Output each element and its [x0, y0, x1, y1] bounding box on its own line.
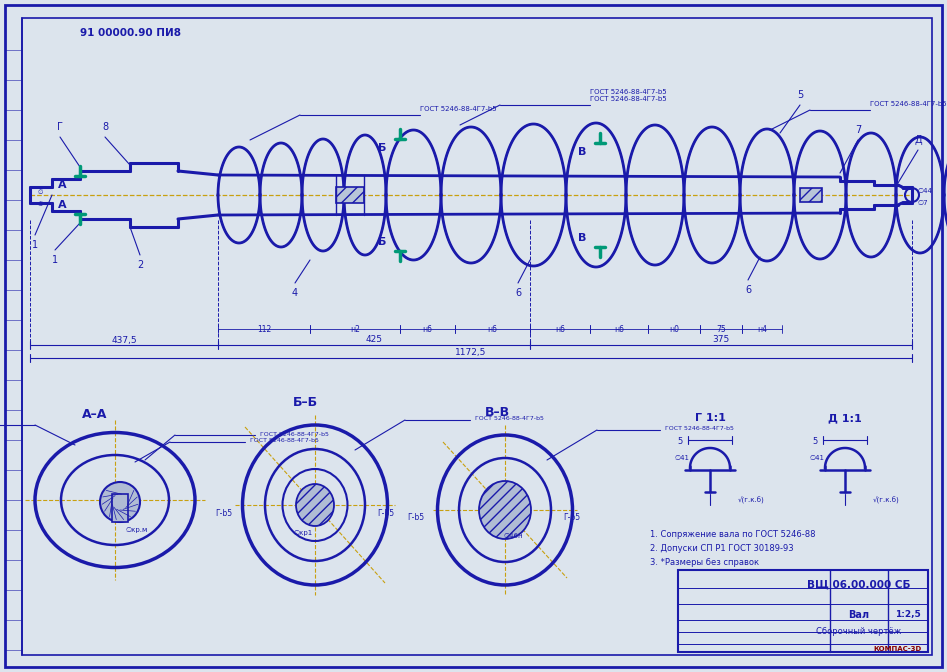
Text: Б: Б — [378, 143, 386, 153]
Text: Г 1:1: Г 1:1 — [694, 413, 725, 423]
Text: Б–Б: Б–Б — [293, 396, 317, 409]
Text: Г: Г — [57, 122, 63, 132]
Text: 1. Сопряжение вала по ГОСТ 5246-88: 1. Сопряжение вала по ГОСТ 5246-88 — [650, 530, 815, 539]
Text: 1: 1 — [32, 240, 38, 250]
Text: ∅44: ∅44 — [917, 188, 932, 194]
Bar — [800, 188, 822, 202]
Text: Г-b5: Г-b5 — [407, 513, 424, 523]
Text: В: В — [578, 147, 586, 157]
Text: В: В — [578, 233, 586, 243]
Ellipse shape — [479, 481, 531, 539]
Text: Д 1:1: Д 1:1 — [828, 413, 862, 423]
Text: ГОСТ 5246-88-4Г7-b5: ГОСТ 5246-88-4Г7-b5 — [590, 96, 667, 102]
Text: н2: н2 — [350, 325, 360, 333]
Text: 112: 112 — [257, 325, 271, 333]
Text: 2: 2 — [137, 260, 143, 270]
Text: Г-b5: Г-b5 — [563, 513, 581, 523]
Text: н4: н4 — [757, 325, 767, 333]
Text: Б: Б — [378, 237, 386, 247]
Text: 5: 5 — [813, 437, 817, 446]
Text: нб: нб — [555, 325, 565, 333]
Ellipse shape — [296, 484, 334, 526]
Text: Г-b5: Г-b5 — [377, 509, 394, 517]
Text: ∅кр1: ∅кр1 — [294, 530, 313, 536]
Text: Д: Д — [914, 135, 921, 145]
Text: 437,5: 437,5 — [111, 335, 136, 345]
Circle shape — [100, 482, 140, 522]
Text: нб: нб — [422, 325, 432, 333]
Text: КОМПАС-3D: КОМПАС-3D — [874, 646, 922, 652]
Text: ∅: ∅ — [37, 202, 43, 208]
Text: ГОСТ 5246-88-4Г7-b5: ГОСТ 5246-88-4Г7-b5 — [260, 431, 329, 437]
Text: ∅7: ∅7 — [917, 200, 928, 206]
Text: В–В: В–В — [485, 405, 509, 419]
Text: ГОСТ 5246-88-4Г7-b5: ГОСТ 5246-88-4Г7-b5 — [870, 101, 947, 107]
Text: 1:2,5: 1:2,5 — [895, 610, 920, 619]
Text: 1: 1 — [52, 255, 58, 265]
Text: ∅41: ∅41 — [810, 455, 825, 461]
Text: ∅46н: ∅46н — [503, 533, 523, 539]
Text: 75: 75 — [716, 325, 725, 333]
Text: 8: 8 — [102, 122, 108, 132]
Text: 2. Допуски СП Р1 ГОСТ 30189-93: 2. Допуски СП Р1 ГОСТ 30189-93 — [650, 544, 794, 553]
Text: А: А — [58, 180, 66, 190]
Text: ГОСТ 5246-88-4Г7-b5: ГОСТ 5246-88-4Г7-b5 — [475, 417, 544, 421]
Text: 375: 375 — [712, 335, 729, 345]
Text: н0: н0 — [669, 325, 679, 333]
Text: 4: 4 — [292, 288, 298, 298]
Text: Г-b5: Г-b5 — [215, 509, 232, 517]
Text: ∅кр.м: ∅кр.м — [126, 527, 148, 533]
Text: 425: 425 — [366, 335, 383, 345]
Bar — [336, 187, 364, 203]
Text: √(г.к.б): √(г.к.б) — [873, 497, 900, 504]
Text: А–А: А–А — [82, 409, 108, 421]
Text: ГОСТ 5246-88-4Г7-b5: ГОСТ 5246-88-4Г7-b5 — [590, 89, 667, 95]
Text: ГОСТ 5246-88-4Г7-b5: ГОСТ 5246-88-4Г7-b5 — [665, 427, 734, 431]
Text: 7: 7 — [855, 125, 861, 135]
Text: 3. *Размеры без справок: 3. *Размеры без справок — [650, 558, 759, 567]
Text: Вал: Вал — [849, 610, 869, 620]
Text: ∅41: ∅41 — [674, 455, 689, 461]
Text: 91 00000.90 ПИ8: 91 00000.90 ПИ8 — [80, 28, 181, 38]
Text: ∅: ∅ — [37, 190, 43, 196]
Text: нб: нб — [614, 325, 624, 333]
Text: 6: 6 — [515, 288, 521, 298]
Text: Сборочный чертёж: Сборочный чертёж — [816, 627, 902, 636]
Text: А: А — [58, 200, 66, 210]
Text: √(г.к.б): √(г.к.б) — [738, 497, 765, 504]
Text: 1172,5: 1172,5 — [456, 349, 487, 358]
Text: ГОСТ 5246-88-4Г7-b5: ГОСТ 5246-88-4Г7-b5 — [250, 439, 319, 444]
Text: ВЩ 06.00.000 СБ: ВЩ 06.00.000 СБ — [807, 580, 911, 590]
Text: ГОСТ 5246-88-4Г7-b5: ГОСТ 5246-88-4Г7-b5 — [420, 106, 496, 112]
Bar — [112, 494, 128, 522]
Text: 5: 5 — [796, 90, 803, 100]
Bar — [678, 570, 928, 652]
Text: нб: нб — [487, 325, 497, 333]
Text: 6: 6 — [745, 285, 751, 295]
Text: 5: 5 — [677, 437, 683, 446]
